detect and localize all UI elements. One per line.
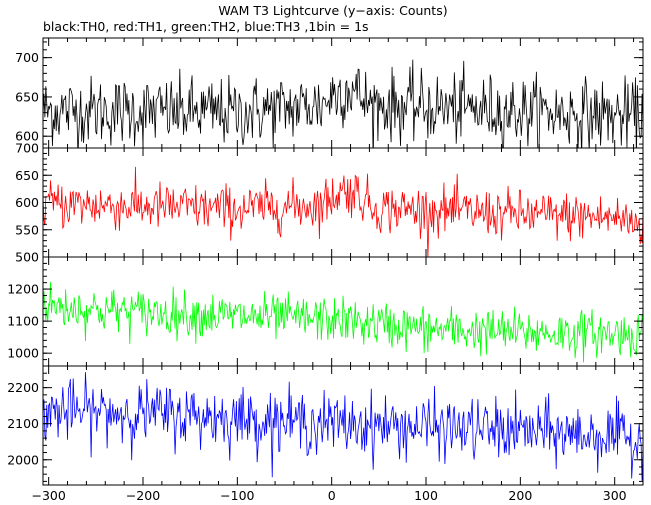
y-tick-label: 1100: [7, 314, 39, 329]
y-tick-label: 700: [15, 50, 39, 65]
y-tick-label: 500: [15, 250, 39, 265]
panel-th2: 1000 1100 1200: [7, 256, 644, 367]
x-tick-label: 0: [328, 488, 336, 503]
y-tick-label: 650: [15, 89, 39, 104]
chart-subtitle: black:TH0, red:TH1, green:TH2, blue:TH3 …: [43, 19, 369, 34]
y-tick-label: 2000: [7, 452, 39, 467]
x-tick-label: 200: [508, 488, 532, 503]
panel-frame-th1: [42, 147, 644, 258]
y-tick-label: 1000: [7, 346, 39, 361]
y-tick-label: 2200: [7, 380, 39, 395]
series-line-th1: [43, 166, 643, 257]
series-line-th3: [43, 372, 643, 481]
panel-th3: 2000 2100 2200: [7, 365, 644, 486]
y-tick-label: 2100: [7, 416, 39, 431]
x-axis: −300 −200 −100 0 100 200 300: [31, 488, 626, 503]
panel-frame-th3: [42, 365, 644, 486]
y-tick-label: 700: [15, 141, 39, 156]
panel-th0: 600 650 700: [15, 37, 644, 149]
x-tick-label: −100: [220, 488, 254, 503]
y-tick-label: 650: [15, 168, 39, 183]
series-line-th0: [43, 59, 643, 148]
panels-group: 600 650 700 500 550 600 650 700 1000 1100 1200 2000…: [7, 37, 644, 486]
x-tick-label: 100: [414, 488, 438, 503]
y-tick-label: 600: [15, 195, 39, 210]
y-tick-label: 1200: [7, 282, 39, 297]
series-line-th2: [43, 281, 643, 363]
y-tick-label: 550: [15, 222, 39, 237]
panel-th1: 500 550 600 650 700: [15, 141, 644, 265]
x-tick-label: −300: [31, 488, 65, 503]
y-tick-label: 600: [15, 129, 39, 144]
x-tick-label: −200: [126, 488, 160, 503]
chart-title: WAM T3 Lightcurve (y−axis: Counts): [218, 3, 447, 18]
x-tick-label: 300: [603, 488, 627, 503]
